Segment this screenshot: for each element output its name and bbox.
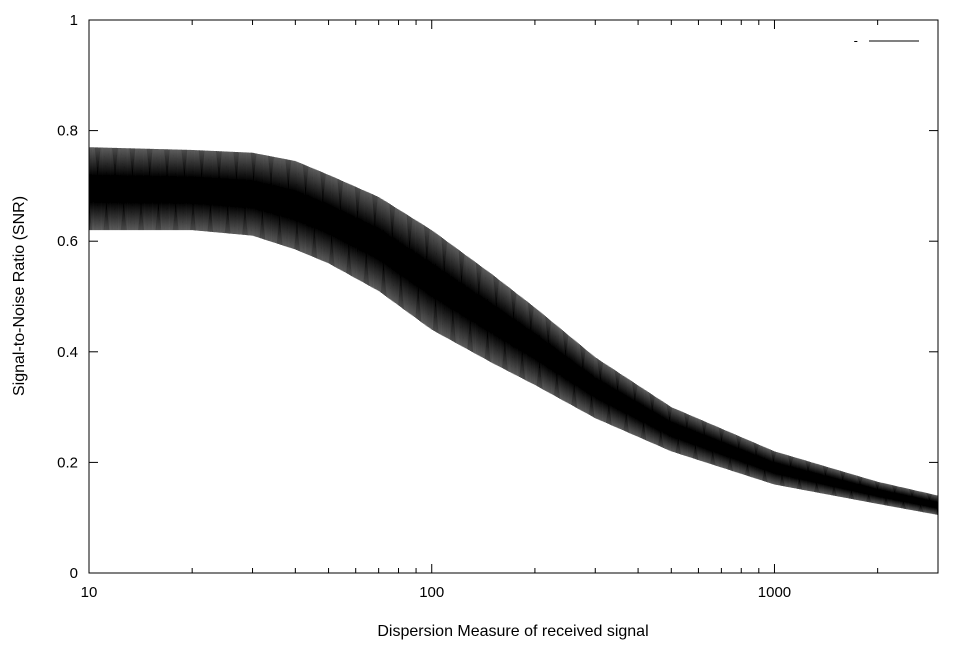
x-tick-label: 100 (419, 584, 444, 601)
y-tick-label: 0.4 (57, 344, 78, 361)
y-tick-label: 0.2 (57, 454, 78, 471)
series-line (89, 147, 938, 515)
series-layer (89, 147, 938, 515)
x-tick-label: 1000 (758, 584, 791, 601)
legend: - (854, 33, 919, 48)
y-tick-label: 0.6 (57, 233, 78, 250)
y-tick-label: 0.8 (57, 123, 78, 140)
y-tick-label: 0 (70, 565, 78, 582)
y-axis-label: Signal-to-Noise Ratio (SNR) (11, 196, 28, 396)
legend-label: - (854, 33, 858, 48)
x-tick-label: 10 (81, 584, 98, 601)
y-tick-label: 1 (70, 12, 78, 29)
x-axis-label: Dispersion Measure of received signal (377, 623, 648, 640)
